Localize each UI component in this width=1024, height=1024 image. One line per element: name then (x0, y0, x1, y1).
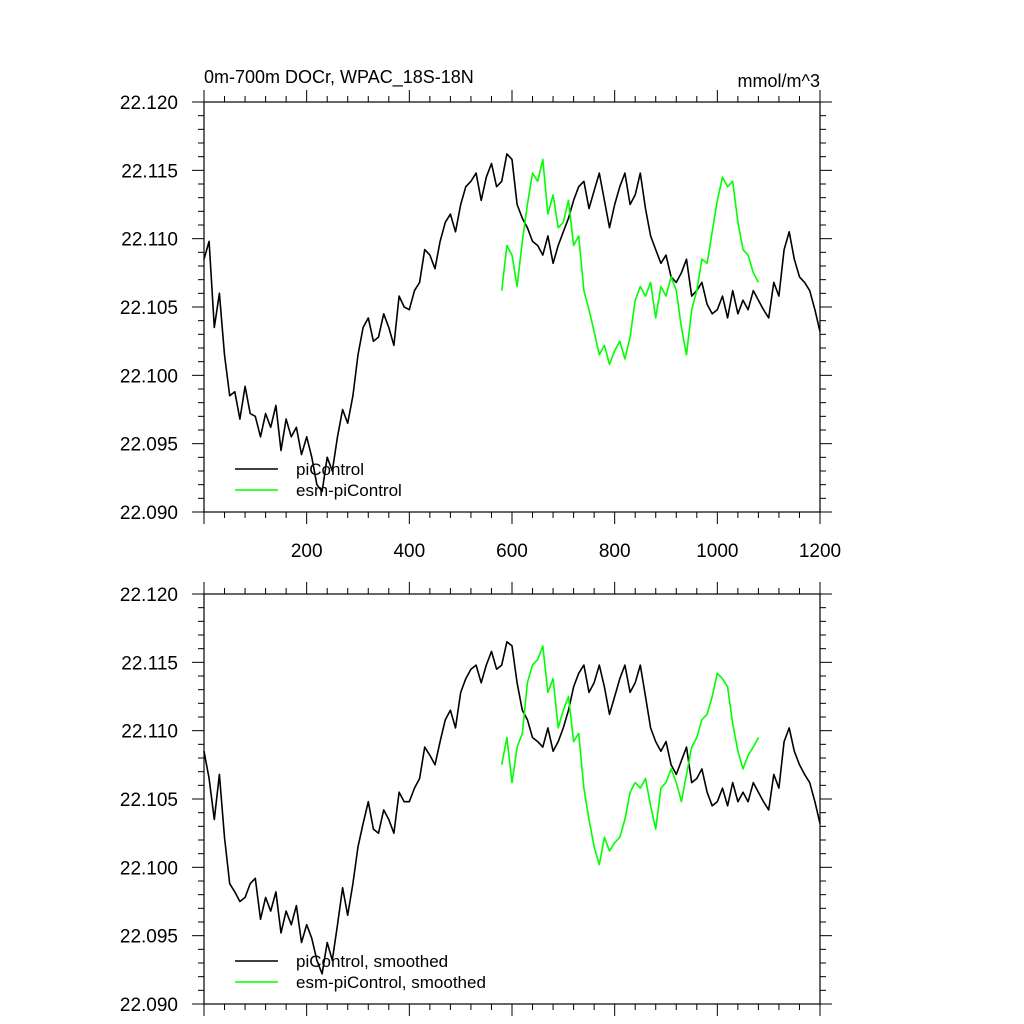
x-axis-labels: 200 400 600 800 1000 1200 (291, 541, 841, 562)
series-line-picontrol-smoothed (203, 640, 821, 975)
y-tick-label: 22.100 (120, 858, 178, 879)
chart-title: 0m-700m DOCr, WPAC_18S-18N (204, 67, 474, 88)
axis-ticks (192, 582, 832, 1016)
x-tick-label: 400 (393, 541, 425, 562)
chart-units: mmol/m^3 (738, 71, 820, 91)
top-panel: 0m-700m DOCr, WPAC_18S-18N mmol/m^3 22.0… (120, 67, 841, 562)
series-line-esm-picontrol-smoothed (500, 645, 760, 866)
axis-ticks (192, 90, 832, 524)
series-layer (203, 153, 821, 493)
y-tick-label: 22.095 (120, 435, 178, 456)
y-tick-label: 22.110 (121, 722, 178, 743)
plot-frame (203, 101, 821, 513)
x-tick-label: 1200 (799, 541, 841, 562)
legend-label-piControl-smoothed: piControl, smoothed (296, 952, 448, 971)
y-tick-label: 22.095 (120, 927, 178, 948)
y-tick-label: 22.090 (120, 995, 178, 1016)
legend: piControl, smoothed esm-piControl, smoot… (235, 952, 486, 992)
y-tick-label: 22.105 (120, 790, 178, 811)
y-axis-labels: 22.090 22.095 22.100 22.105 22.110 22.115 22.1… (120, 585, 178, 1016)
x-tick-label: 800 (599, 541, 631, 562)
x-tick-label: 1000 (696, 541, 738, 562)
bottom-panel: 22.090 22.095 22.100 22.105 22.110 22.115 22.1… (120, 582, 832, 1016)
legend-label-esm-piControl: esm-piControl (296, 481, 402, 500)
y-tick-label: 22.110 (121, 230, 178, 251)
series-line-picontrol (203, 153, 821, 493)
x-tick-label: 200 (291, 541, 323, 562)
x-tick-label: 600 (496, 541, 528, 562)
y-axis-labels: 22.090 22.095 22.100 22.105 22.110 22.115 22.1… (120, 93, 178, 524)
y-tick-label: 22.120 (120, 585, 178, 606)
y-tick-label: 22.100 (120, 366, 178, 387)
y-tick-label: 22.090 (120, 503, 178, 524)
legend-label-esm-piControl-smoothed: esm-piControl, smoothed (296, 973, 486, 992)
y-tick-label: 22.115 (121, 161, 178, 182)
series-layer (203, 640, 821, 975)
legend-label-piControl: piControl (296, 460, 364, 479)
y-tick-label: 22.120 (120, 93, 178, 114)
series-line-esm-picontrol (500, 158, 760, 366)
plot-frame (203, 593, 821, 1005)
y-tick-label: 22.105 (120, 298, 178, 319)
legend: piControl esm-piControl (235, 460, 402, 500)
y-tick-label: 22.115 (121, 653, 178, 674)
